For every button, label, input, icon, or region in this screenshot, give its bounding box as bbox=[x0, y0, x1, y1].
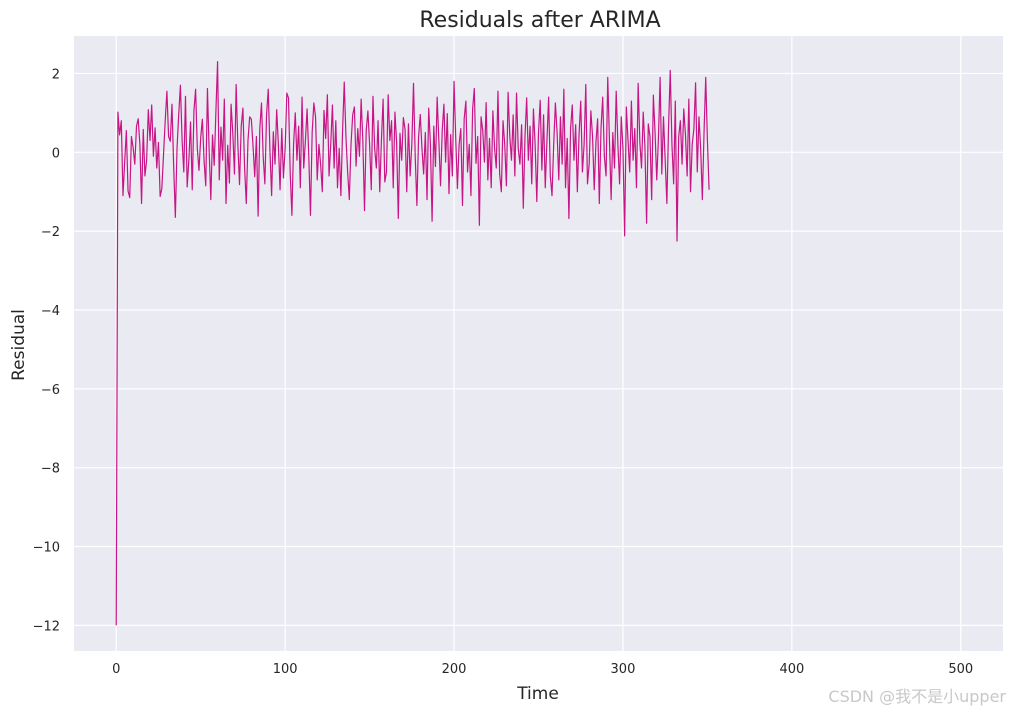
y-tick-label: 2 bbox=[52, 67, 60, 82]
y-tick-label: −10 bbox=[33, 541, 60, 556]
x-tick-label: 0 bbox=[112, 662, 120, 677]
chart-title: Residuals after ARIMA bbox=[419, 8, 660, 33]
x-tick-label: 300 bbox=[611, 662, 636, 677]
y-tick-label: −4 bbox=[41, 304, 60, 319]
x-axis-label: Time bbox=[516, 684, 559, 704]
residual-series-line bbox=[115, 61, 710, 626]
y-tick-label: −2 bbox=[41, 225, 60, 240]
y-tick-label: −12 bbox=[33, 619, 60, 634]
y-tick-label: −8 bbox=[41, 462, 60, 477]
x-tick-label: 400 bbox=[779, 662, 804, 677]
y-tick-label: 0 bbox=[52, 146, 60, 161]
x-axis-ticks: 0 100 200 300 400 500 bbox=[112, 662, 973, 677]
x-tick-label: 500 bbox=[948, 662, 973, 677]
x-tick-label: 200 bbox=[442, 662, 467, 677]
y-axis-label: Residual bbox=[9, 309, 29, 381]
y-axis-ticks: −12 −10 −8 −6 −4 −2 0 2 bbox=[33, 67, 60, 634]
grid-lines bbox=[74, 36, 1003, 651]
x-tick-label: 100 bbox=[273, 662, 298, 677]
watermark-text: CSDN @我不是小upper bbox=[828, 687, 1006, 706]
y-tick-label: −6 bbox=[41, 383, 60, 398]
